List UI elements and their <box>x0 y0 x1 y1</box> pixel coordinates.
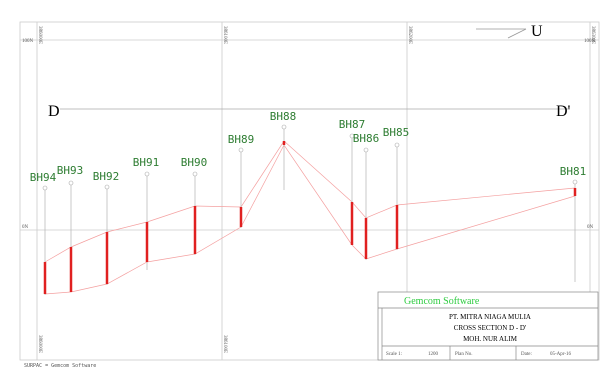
borehole-label: BH92 <box>93 170 120 183</box>
date-value: 05-Apr-16 <box>550 352 572 357</box>
collar <box>349 133 355 139</box>
collar <box>192 171 198 177</box>
easting-label: 386100E <box>222 26 227 44</box>
borehole-label: BH93 <box>57 164 84 177</box>
section-title: CROSS SECTION D - D' <box>454 324 526 332</box>
borehole-label: BH94 <box>30 171 57 184</box>
correlation-line <box>44 144 576 295</box>
borehole-label: BH85 <box>383 126 410 139</box>
north-arrow <box>476 28 527 39</box>
north-label: U <box>531 23 543 40</box>
collar <box>104 184 110 190</box>
easting-label: 386100E <box>222 335 227 353</box>
easting-label: 386000E <box>37 335 42 353</box>
collar <box>394 142 400 148</box>
collar <box>144 171 150 177</box>
footer: SURPAC = Gemcom Software <box>24 363 96 369</box>
author: MOH. NUR ALIM <box>463 335 518 343</box>
company: PT. MITRA NIAGA MULIA <box>449 313 531 321</box>
borehole-label: BH87 <box>339 118 366 131</box>
scale-value: 1200 <box>428 352 439 357</box>
correlation-line <box>44 140 576 263</box>
collar <box>42 185 48 191</box>
borehole-label: BH88 <box>270 110 297 123</box>
borehole-label: BH81 <box>560 165 587 178</box>
scale-label: Scale 1: <box>386 352 402 357</box>
collar <box>363 147 369 153</box>
northing-label: 100N <box>22 39 34 44</box>
easting-label: 386200E <box>407 26 412 44</box>
title-block <box>377 291 599 361</box>
date-label: Date: <box>521 352 532 357</box>
collar <box>572 179 578 185</box>
borehole-label: BH90 <box>181 156 208 169</box>
section-start: D <box>48 103 60 120</box>
collar <box>281 124 287 130</box>
northing-label: 100N <box>584 39 596 44</box>
borehole-label: BH86 <box>353 132 380 145</box>
easting-label: 386000E <box>37 26 42 44</box>
collar <box>68 180 74 186</box>
section-end: D' <box>556 103 571 120</box>
northing-label: 0N <box>587 225 594 230</box>
northing-label: 0N <box>22 225 29 230</box>
collar <box>238 147 244 153</box>
plan-label: Plan No. <box>455 352 473 357</box>
borehole-label: BH91 <box>133 156 160 169</box>
easting-label: 386300E <box>590 26 595 44</box>
borehole-label: BH89 <box>228 133 255 146</box>
software-name: Gemcom Software <box>404 296 480 307</box>
